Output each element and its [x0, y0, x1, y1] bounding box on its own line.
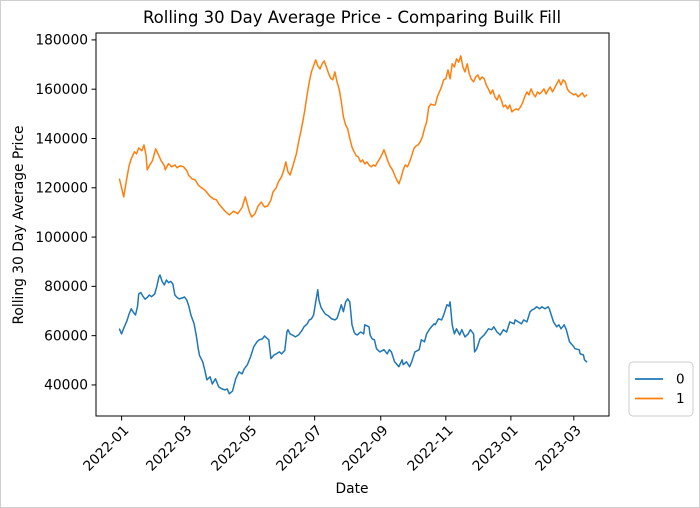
y-tick-label: 120000: [35, 181, 88, 197]
axis-ticks: 2022-01 2022-03 2022-05 2022-07 2022-09 2022-…: [35, 33, 584, 475]
y-tick-label: 160000: [35, 82, 88, 98]
x-axis-label: Date: [336, 481, 369, 497]
chart-title: Rolling 30 Day Average Price - Comparing…: [143, 8, 561, 27]
legend-box: [628, 361, 694, 417]
y-tick-label: 40000: [44, 378, 88, 394]
x-tick-label: 2022-11: [405, 423, 457, 475]
y-tick-label: 100000: [35, 230, 88, 246]
x-tick-label: 2023-01: [470, 423, 522, 475]
data-series: [118, 55, 588, 395]
legend-label-1: 1: [676, 391, 685, 407]
x-tick-label: 2022-01: [80, 423, 132, 475]
x-tick-label: 2022-03: [143, 423, 195, 475]
axes-spines: [95, 32, 610, 417]
series-1-line: [118, 55, 588, 218]
legend-label-0: 0: [676, 372, 685, 388]
y-axis-label: Rolling 30 Day Average Price: [11, 125, 27, 324]
x-tick-label: 2022-09: [340, 423, 392, 475]
series-0-line: [118, 274, 588, 395]
x-tick-label: 2023-03: [533, 423, 585, 475]
x-tick-label: 2022-07: [273, 423, 325, 475]
x-tick-label: 2022-05: [208, 423, 260, 475]
y-tick-label: 140000: [35, 131, 88, 147]
y-tick-label: 180000: [35, 33, 88, 49]
y-tick-label: 80000: [44, 279, 88, 295]
axes-frame: [95, 32, 610, 417]
legend: 01: [628, 361, 694, 417]
y-tick-label: 60000: [44, 328, 88, 344]
